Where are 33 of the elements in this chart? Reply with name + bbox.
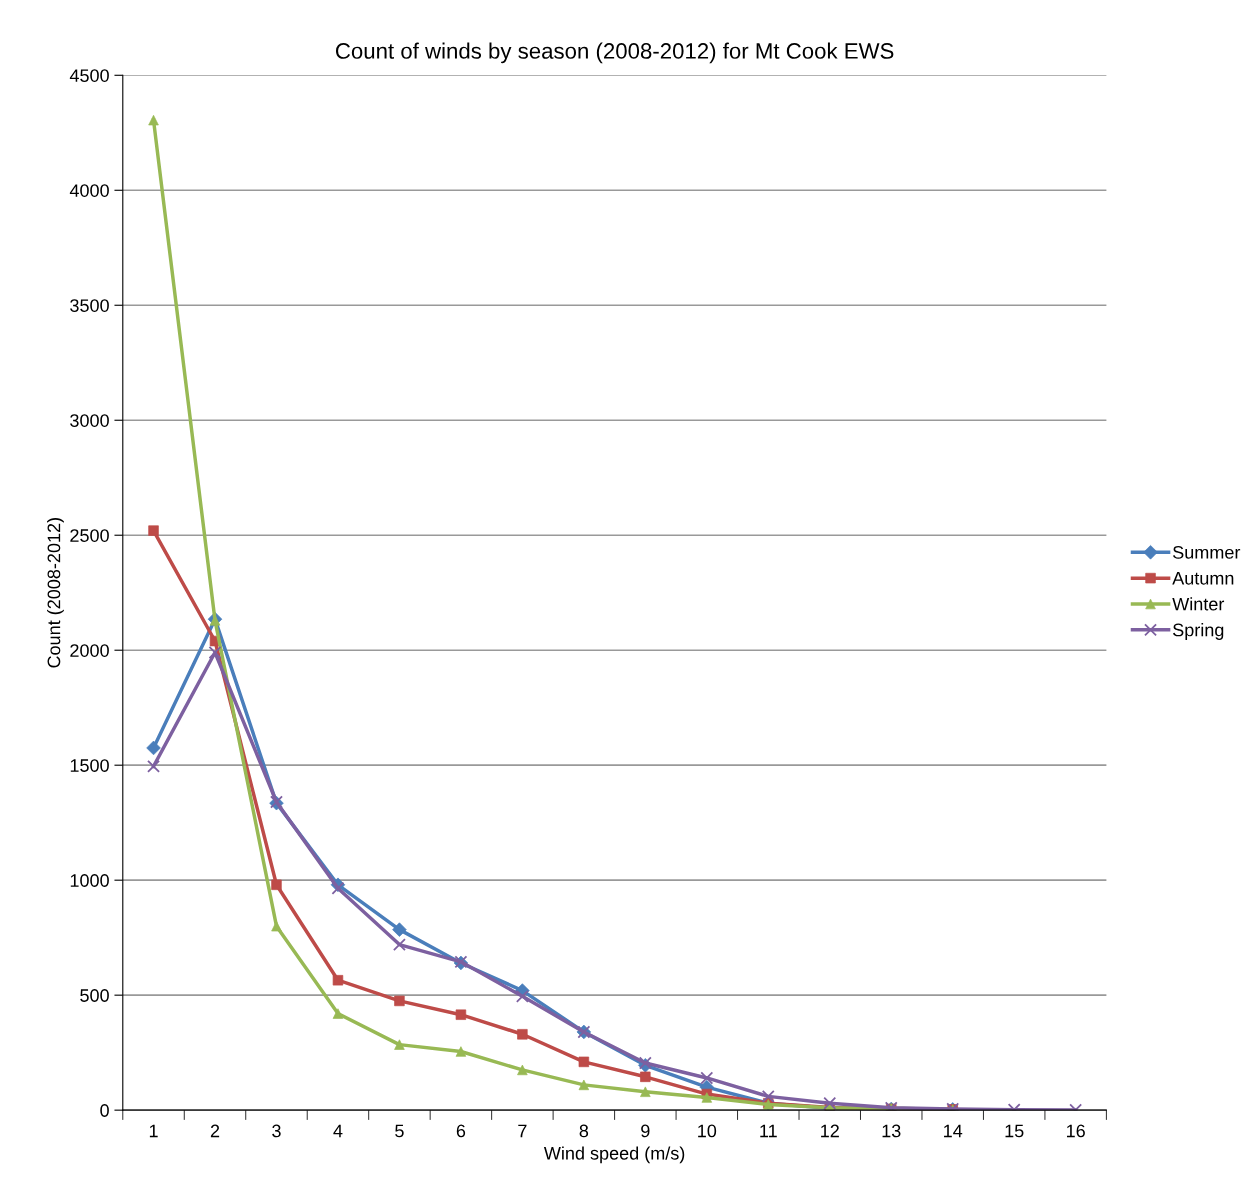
y-tick-label: 0 bbox=[100, 1104, 109, 1117]
x-tick-label: 14 bbox=[944, 1124, 963, 1138]
x-tick-label: 4 bbox=[333, 1124, 343, 1138]
x-tick-label: 2 bbox=[210, 1124, 220, 1138]
x-tick-label: 13 bbox=[882, 1124, 901, 1138]
x-tick-label: 9 bbox=[641, 1124, 650, 1138]
chart-title: Count of winds by season (2008-2012) for Mt Cook EWS bbox=[335, 42, 894, 64]
y-tick-label: 2000 bbox=[70, 644, 109, 657]
legend-label: Spring bbox=[1173, 623, 1224, 640]
y-tick-label: 2500 bbox=[70, 529, 109, 542]
legend-label: Winter bbox=[1172, 597, 1225, 611]
x-tick-label: 11 bbox=[760, 1124, 777, 1138]
x-tick-label: 3 bbox=[272, 1124, 281, 1138]
y-tick-label: 3000 bbox=[70, 414, 109, 427]
y-axis-title: Count (2008-2012) bbox=[47, 518, 64, 668]
x-tick-label: 12 bbox=[821, 1124, 839, 1138]
x-tick-label: 5 bbox=[395, 1124, 404, 1138]
y-tick-label: 4500 bbox=[69, 69, 109, 83]
legend-label: Summer bbox=[1173, 545, 1241, 559]
legend-label: Autumn bbox=[1172, 572, 1234, 585]
x-tick-label: 6 bbox=[456, 1124, 466, 1138]
y-tick-label: 1500 bbox=[70, 759, 109, 772]
y-tick-label: 3500 bbox=[70, 299, 109, 312]
x-tick-label: 15 bbox=[1005, 1124, 1024, 1138]
x-tick-label: 7 bbox=[518, 1124, 527, 1138]
x-axis-title: Wind speed (m/s) bbox=[543, 1146, 685, 1164]
x-tick-label: 16 bbox=[1067, 1124, 1085, 1138]
x-tick-label: 1 bbox=[149, 1124, 158, 1138]
x-tick-label: 10 bbox=[698, 1124, 717, 1138]
x-tick-label: 8 bbox=[579, 1124, 589, 1138]
y-tick-label: 1000 bbox=[70, 874, 109, 887]
y-tick-label: 500 bbox=[80, 989, 109, 1002]
y-tick-label: 4000 bbox=[69, 184, 109, 197]
